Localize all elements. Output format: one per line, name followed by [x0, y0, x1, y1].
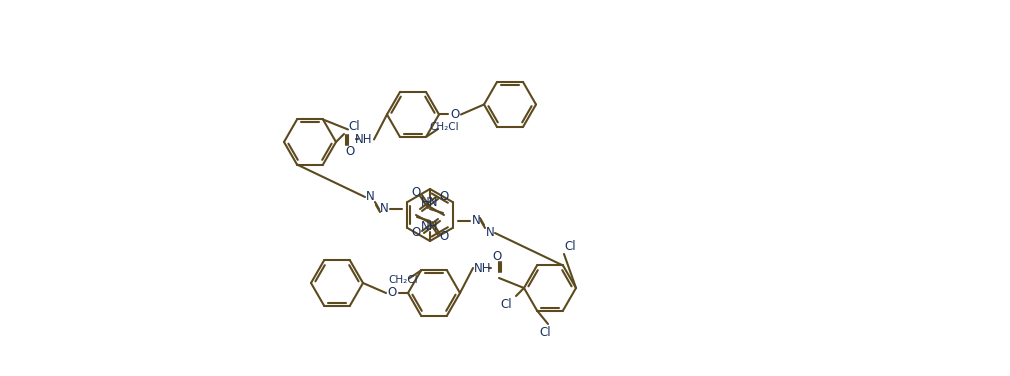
Text: Cl: Cl: [565, 241, 576, 253]
Text: NH: NH: [475, 261, 492, 274]
Text: O: O: [439, 230, 448, 244]
Text: O: O: [439, 191, 448, 203]
Text: Cl: Cl: [348, 120, 360, 132]
Text: CH₂Cl: CH₂Cl: [429, 122, 459, 132]
Text: O: O: [411, 186, 420, 200]
Text: O: O: [411, 226, 420, 240]
Text: O: O: [388, 287, 397, 300]
Text: NH: NH: [356, 133, 373, 146]
Text: O: O: [493, 250, 502, 262]
Text: Cl: Cl: [500, 297, 512, 311]
Text: O: O: [450, 108, 460, 121]
Text: N: N: [472, 214, 481, 227]
Text: HN: HN: [421, 197, 438, 209]
Text: NH: NH: [421, 220, 438, 233]
Text: O: O: [345, 145, 355, 158]
Text: Cl: Cl: [539, 326, 550, 338]
Text: N: N: [380, 203, 389, 215]
Text: N: N: [366, 191, 375, 203]
Text: N: N: [486, 226, 494, 240]
Text: CH₂Cl: CH₂Cl: [388, 276, 418, 285]
